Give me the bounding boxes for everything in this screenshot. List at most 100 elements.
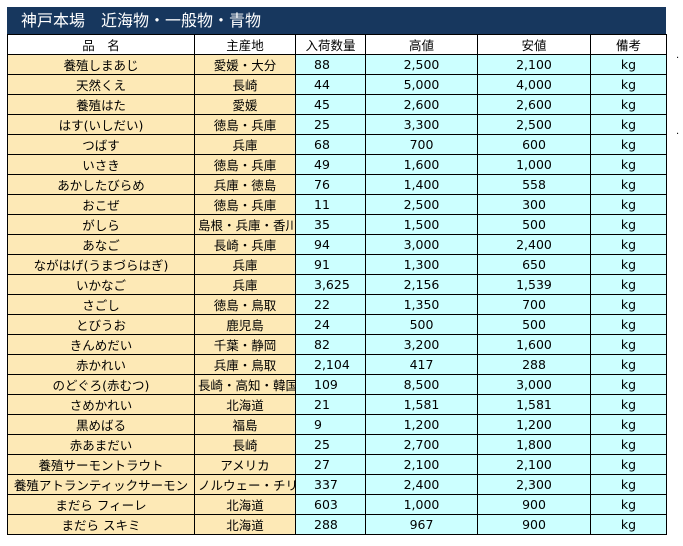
unit-cell: kg [590, 274, 667, 295]
quantity-cell: 49 [295, 154, 366, 175]
fish-name-cell: つばす [7, 134, 195, 155]
high-price-cell: 700 [365, 134, 478, 155]
low-price-cell: 2,600 [477, 94, 591, 115]
quantity-cell: 603 [295, 494, 366, 515]
origin-cell: 長崎 [194, 74, 296, 95]
quantity-cell: 94 [295, 234, 366, 255]
fish-name-cell: 天然くえ [7, 74, 195, 95]
quantity-cell: 68 [295, 134, 366, 155]
fish-name-cell: さめかれい [7, 394, 195, 415]
origin-cell: 長崎・兵庫 [194, 234, 296, 255]
high-price-cell: 2,400 [365, 474, 478, 495]
quantity-cell: 2,104 [295, 354, 366, 375]
low-price-cell: 1,200 [477, 414, 591, 435]
high-price-cell: 3,000 [365, 234, 478, 255]
origin-cell: 鹿児島 [194, 314, 296, 335]
high-price-cell: 2,500 [365, 194, 478, 215]
table-row: 養殖しまあじ 愛媛・大分 88 2,500 2,100 kg [7, 54, 667, 75]
unit-cell: kg [590, 234, 667, 255]
low-price-cell: 558 [477, 174, 591, 195]
high-price-cell: 500 [365, 314, 478, 335]
unit-cell: kg [590, 194, 667, 215]
high-price-cell: 2,500 [365, 54, 478, 75]
unit-cell: kg [590, 494, 667, 515]
unit-cell: kg [590, 114, 667, 135]
quantity-cell: 76 [295, 174, 366, 195]
high-price-cell: 1,300 [365, 254, 478, 275]
quantity-cell: 82 [295, 334, 366, 355]
origin-cell: 徳島・兵庫 [194, 194, 296, 215]
quantity-cell: 337 [295, 474, 366, 495]
quantity-cell: 3,625 [295, 274, 366, 295]
sheet-title: 神戸本場 近海物・一般物・青物 [7, 7, 666, 34]
high-price-cell: 2,600 [365, 94, 478, 115]
origin-cell: 北海道 [194, 494, 296, 515]
low-price-cell: 288 [477, 354, 591, 375]
header-origin: 主産地 [194, 34, 296, 55]
low-price-cell: 3,000 [477, 374, 591, 395]
quantity-cell: 21 [295, 394, 366, 415]
high-price-cell: 2,156 [365, 274, 478, 295]
header-high-price: 高値 [365, 34, 478, 55]
fish-name-cell: まだら スキミ [7, 514, 195, 535]
fish-name-cell: いかなご [7, 274, 195, 295]
quantity-cell: 22 [295, 294, 366, 315]
fish-name-cell: 赤あまだい [7, 434, 195, 455]
unit-cell: kg [590, 434, 667, 455]
high-price-cell: 8,500 [365, 374, 478, 395]
unit-cell: kg [590, 334, 667, 355]
origin-cell: 徳島・鳥取 [194, 294, 296, 315]
table-row: がしら 島根・兵庫・香川 35 1,500 500 kg [7, 214, 667, 235]
table-row: いさき 徳島・兵庫 49 1,600 1,000 kg [7, 154, 667, 175]
low-price-cell: 600 [477, 134, 591, 155]
low-price-cell: 1,000 [477, 154, 591, 175]
origin-cell: 千葉・静岡 [194, 334, 296, 355]
unit-cell: kg [590, 134, 667, 155]
origin-cell: 兵庫・徳島 [194, 174, 296, 195]
fish-name-cell: さごし [7, 294, 195, 315]
low-price-cell: 2,100 [477, 54, 591, 75]
origin-cell: 兵庫 [194, 254, 296, 275]
fish-name-cell: いさき [7, 154, 195, 175]
table-row: あかしたびらめ 兵庫・徳島 76 1,400 558 kg [7, 174, 667, 195]
quantity-cell: 11 [295, 194, 366, 215]
quantity-cell: 9 [295, 414, 366, 435]
unit-cell: kg [590, 74, 667, 95]
quantity-cell: 109 [295, 374, 366, 395]
origin-cell: 福島 [194, 414, 296, 435]
table-row: はす(いしだい) 徳島・兵庫 25 3,300 2,500 kg [7, 114, 667, 135]
origin-cell: 徳島・兵庫 [194, 154, 296, 175]
fish-name-cell: 赤かれい [7, 354, 195, 375]
origin-cell: 北海道 [194, 394, 296, 415]
table-row: ながはげ(うまづらはぎ) 兵庫 91 1,300 650 kg [7, 254, 667, 275]
quantity-cell: 25 [295, 114, 366, 135]
quantity-cell: 44 [295, 74, 366, 95]
fish-name-cell: はす(いしだい) [7, 114, 195, 135]
unit-cell: kg [590, 374, 667, 395]
table-row: 赤かれい 兵庫・鳥取 2,104 417 288 kg [7, 354, 667, 375]
fish-name-cell: きんめだい [7, 334, 195, 355]
origin-cell: 愛媛 [194, 94, 296, 115]
low-price-cell: 2,400 [477, 234, 591, 255]
unit-cell: kg [590, 294, 667, 315]
origin-cell: 徳島・兵庫 [194, 114, 296, 135]
unit-cell: kg [590, 214, 667, 235]
fish-name-cell: 黒めばる [7, 414, 195, 435]
table-row: つばす 兵庫 68 700 600 kg [7, 134, 667, 155]
high-price-cell: 1,500 [365, 214, 478, 235]
table-row: まだら スキミ 北海道 288 967 900 kg [7, 514, 667, 535]
unit-cell: kg [590, 154, 667, 175]
quantity-cell: 288 [295, 514, 366, 535]
high-price-cell: 1,581 [365, 394, 478, 415]
high-price-cell: 2,100 [365, 454, 478, 475]
origin-cell: 兵庫 [194, 274, 296, 295]
table-row: とびうお 鹿児島 24 500 500 kg [7, 314, 667, 335]
fish-name-cell: あかしたびらめ [7, 174, 195, 195]
origin-cell: 兵庫・鳥取 [194, 354, 296, 375]
quantity-cell: 45 [295, 94, 366, 115]
low-price-cell: 300 [477, 194, 591, 215]
high-price-cell: 3,300 [365, 114, 478, 135]
high-price-cell: 5,000 [365, 74, 478, 95]
